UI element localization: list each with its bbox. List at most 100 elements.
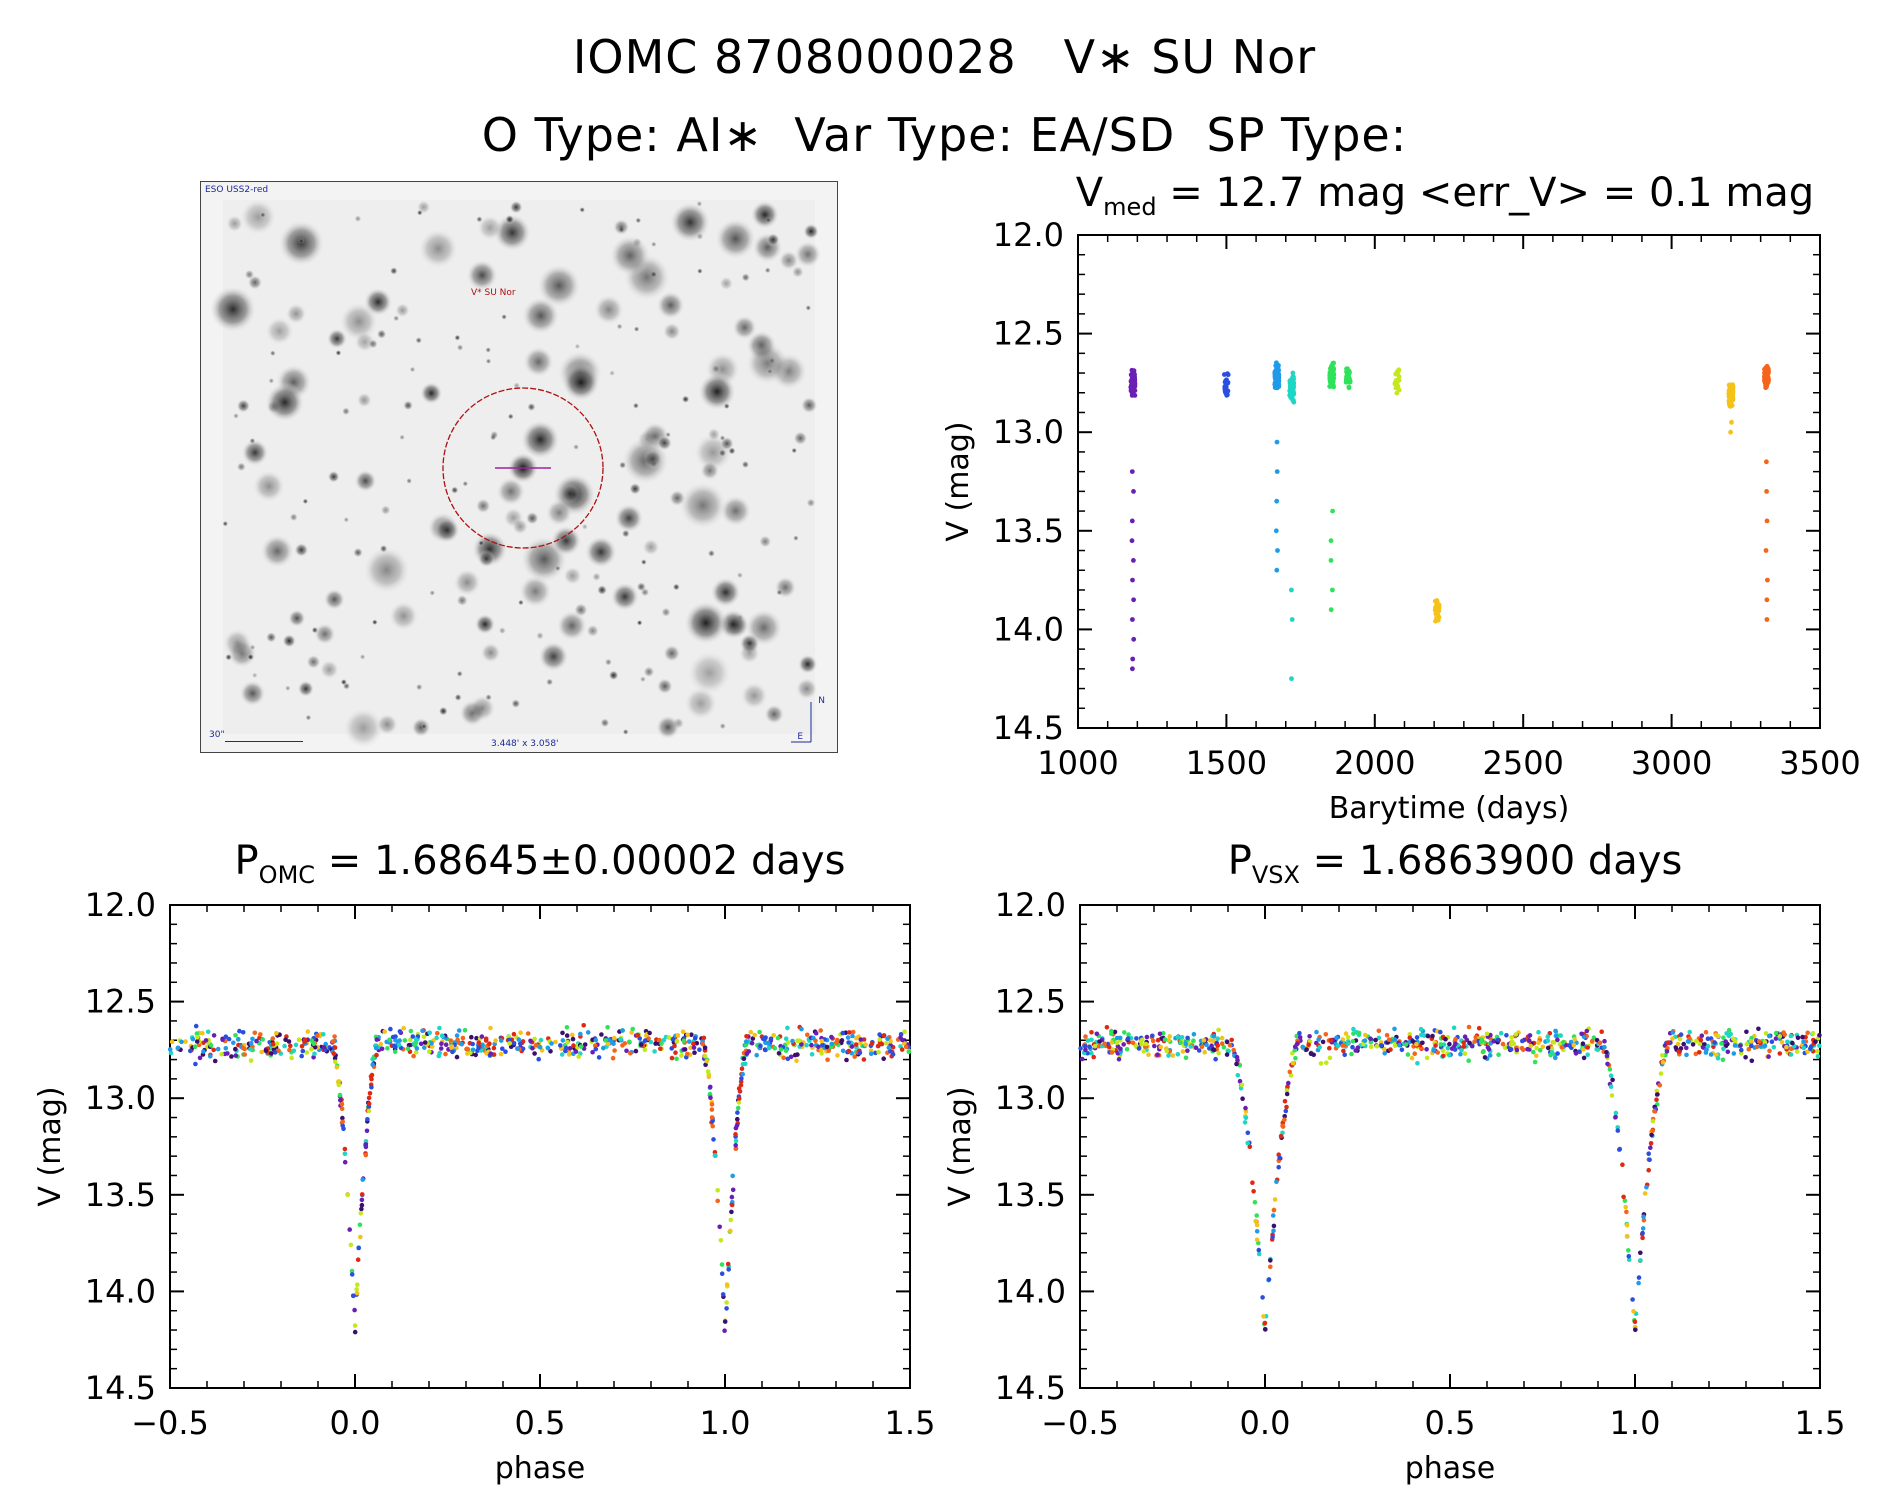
phase-omc-point [511, 1041, 517, 1046]
star-blob [302, 498, 309, 505]
phase-vsx-point [1141, 1049, 1147, 1054]
star-blob [338, 301, 379, 342]
phase-vsx-point [1532, 1059, 1538, 1065]
phase-omc-point [560, 1038, 566, 1043]
phase-omc-point [168, 1050, 174, 1056]
phase-vsx-point [1699, 1033, 1705, 1038]
lightcurve-ytick-label: 12.0 [993, 216, 1064, 254]
star-blob [509, 200, 523, 214]
phase-omc-point [258, 1032, 263, 1037]
phase-vsx-point [1571, 1042, 1577, 1048]
lightcurve-ytick-label: 13.5 [993, 512, 1064, 550]
phase-omc-point [686, 1039, 692, 1044]
star-blob [710, 576, 742, 608]
star-blob [593, 294, 625, 326]
phase-omc-point [630, 1026, 635, 1032]
phase-omc-point [783, 1048, 789, 1054]
phase-vsx-point [1219, 1041, 1225, 1046]
phase-vsx-point [1335, 1043, 1341, 1049]
phase-vsx-point [1144, 1034, 1150, 1040]
star-blob [643, 449, 663, 469]
phase-omc-point [339, 1106, 345, 1112]
phase-vsx-point [1594, 1046, 1599, 1052]
phase-omc-point [902, 1041, 907, 1046]
lightcurve-point [1436, 602, 1442, 608]
phase-vsx-xtick-label: 1.5 [1795, 1404, 1846, 1442]
phase-vsx-point [1452, 1047, 1458, 1052]
phase-omc-point [618, 1036, 623, 1042]
phase-vsx-point [1626, 1257, 1632, 1262]
phase-vsx-point [1684, 1045, 1689, 1051]
phase-omc-point [352, 1323, 358, 1328]
lightcurve-point [1346, 368, 1352, 374]
star-blob [505, 214, 515, 225]
phase-vsx-point [1451, 1025, 1457, 1031]
phase-omc-point [359, 1206, 364, 1212]
phase-vsx-point [1343, 1031, 1349, 1036]
phase-omc-point [710, 1123, 715, 1129]
phase-vsx-point [1684, 1052, 1689, 1058]
phase-vsx-point [1648, 1145, 1653, 1150]
phase-omc-point [498, 1038, 504, 1043]
phase-omc-point [672, 1043, 677, 1049]
phase-vsx-point [1762, 1040, 1768, 1045]
phase-omc-point [374, 1037, 380, 1042]
phase-vsx-point [1290, 1060, 1296, 1066]
star-id: IOMC 8708000028 [572, 30, 1017, 84]
phase-omc-point [691, 1041, 696, 1047]
phase-vsx-point [1555, 1037, 1560, 1043]
phase-vsx-point [1193, 1045, 1199, 1050]
phase-vsx-point [1287, 1069, 1293, 1075]
phase-vsx-point [1392, 1043, 1398, 1049]
phase-omc-point [692, 1050, 697, 1055]
phase-vsx-point [1749, 1043, 1754, 1049]
star-blob [562, 566, 583, 586]
phase-omc-point [260, 1037, 266, 1042]
star-blob [608, 234, 652, 277]
lightcurve-point [1289, 617, 1295, 622]
phase-vsx-point [1414, 1035, 1420, 1040]
star-blob [507, 413, 514, 420]
phase-omc-point [899, 1047, 905, 1052]
star-blob [714, 217, 757, 260]
phase-omc-point [835, 1037, 840, 1043]
phase-omc-point [819, 1051, 824, 1056]
phase-vsx-point [1723, 1039, 1728, 1044]
phase-omc-point [222, 1051, 228, 1057]
star-blob [764, 267, 771, 274]
star-blob [536, 263, 582, 309]
lightcurve-point [1730, 388, 1736, 393]
phase-omc-point [876, 1050, 881, 1055]
star-blob [642, 538, 660, 556]
phase-omc-point [332, 1055, 338, 1061]
star-blob [655, 714, 681, 740]
phase-vsx-point [1805, 1049, 1810, 1055]
phase-omc-point [411, 1053, 416, 1059]
phase-vsx-point [1266, 1277, 1272, 1282]
lightcurve-point [1329, 362, 1335, 368]
phase-omc-point [689, 1032, 694, 1037]
star-blob [225, 214, 244, 233]
phase-vsx-point [1441, 1053, 1446, 1059]
star-blob [650, 241, 657, 248]
star-blob [741, 272, 751, 282]
phase-vsx-point [1658, 1071, 1664, 1076]
star-blob [791, 265, 805, 279]
phase-omc-point [733, 1132, 738, 1137]
phase-vsx-point [1572, 1037, 1577, 1042]
phase-omc-point [688, 1045, 693, 1051]
phase-vsx-point [1568, 1039, 1574, 1045]
star-blob [239, 679, 267, 707]
phase-vsx-point [1240, 1096, 1245, 1101]
star-blob [636, 619, 643, 626]
phase-vsx-point [1555, 1051, 1560, 1056]
phase-vsx-point [1116, 1057, 1122, 1062]
star-blob [343, 516, 350, 523]
phase-vsx-point [1795, 1035, 1801, 1040]
phase-omc-point [708, 1095, 713, 1100]
phase-vsx-point [1157, 1031, 1163, 1037]
phase-omc-point [413, 1049, 419, 1055]
lightcurve-xtick-label: 1000 [1037, 744, 1118, 782]
phase-omc-point [311, 1041, 317, 1046]
phase-omc-xtick-label: 0.0 [330, 1404, 381, 1442]
